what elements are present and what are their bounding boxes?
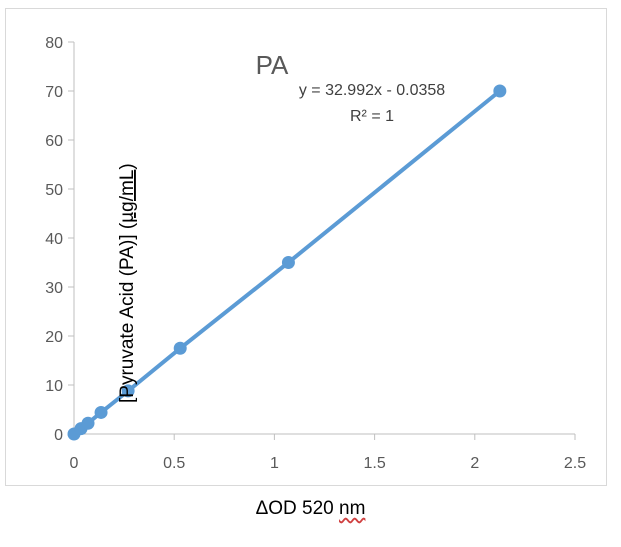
y-tick-label: 70 [45, 84, 63, 101]
data-point [121, 384, 135, 398]
x-tick-label: 0 [70, 455, 79, 472]
x-axis: 0 0.5 1 1.5 2 2.5 [70, 433, 586, 472]
data-point [94, 405, 108, 419]
y-tick-label: 0 [54, 427, 63, 444]
y-axis-label-main: [Pyruvate Acid (PA)] ( [117, 222, 138, 403]
chart-title: PA [256, 50, 289, 80]
y-tick-label: 10 [45, 378, 63, 395]
chart-frame [5, 8, 607, 486]
y-axis-label: [Pyruvate Acid (PA)] (µg/mL) [117, 163, 138, 403]
trendline-r-squared: R² = 1 [350, 108, 394, 125]
y-tick-label: 30 [45, 280, 63, 297]
y-axis: 0 10 20 30 40 50 60 70 80 [45, 35, 75, 444]
y-tick-label: 40 [45, 231, 63, 248]
y-axis-label-unit: µg/mL [117, 170, 138, 223]
data-point [281, 256, 295, 269]
series-pa [67, 84, 507, 441]
x-axis-label-prefix: ΔOD 520 [255, 498, 334, 519]
x-tick-label: 0.5 [163, 455, 185, 472]
x-axis-label: ΔOD 520 nm [0, 498, 621, 520]
y-tick-label: 80 [45, 35, 63, 52]
x-tick-label: 2.5 [564, 455, 586, 472]
x-tick-label: 2 [470, 455, 479, 472]
y-tick-label: 20 [45, 329, 63, 346]
data-point [173, 341, 187, 355]
y-axis-label-end: ) [117, 163, 138, 169]
y-tick-label: 60 [45, 133, 63, 150]
trendline-equation: y = 32.992x - 0.0358 [299, 82, 445, 99]
data-point [493, 84, 507, 98]
x-tick-label: 1 [270, 455, 279, 472]
data-point [81, 416, 95, 430]
y-tick-label: 50 [45, 182, 63, 199]
x-axis-label-unit: nm [339, 498, 366, 519]
x-tick-label: 1.5 [363, 455, 385, 472]
